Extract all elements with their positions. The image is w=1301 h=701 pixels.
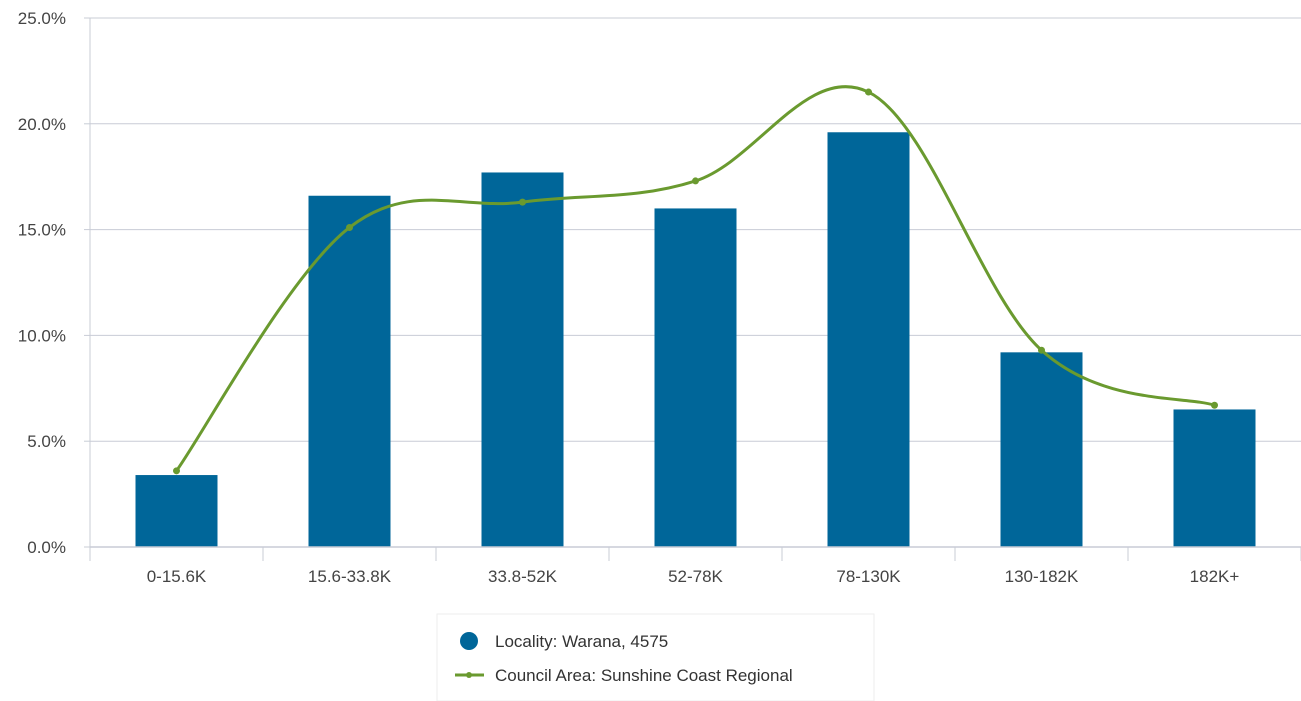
legend-line-label: Council Area: Sunshine Coast Regional [495, 666, 793, 685]
y-tick-label: 20.0% [18, 115, 66, 134]
bar [308, 195, 391, 547]
y-tick-label: 0.0% [27, 538, 66, 557]
bar [827, 132, 910, 547]
y-tick-label: 5.0% [27, 432, 66, 451]
x-tick-label: 182K+ [1190, 567, 1240, 586]
x-tick-label: 0-15.6K [147, 567, 207, 586]
line-point [1211, 401, 1218, 409]
x-tick-label: 130-182K [1005, 567, 1079, 586]
bar-series [135, 132, 1256, 547]
line-series [173, 85, 1218, 475]
line-point [346, 223, 353, 231]
legend-bar-marker [460, 632, 478, 650]
bar [1173, 409, 1256, 547]
y-axis-ticks: 0.0% 5.0% 10.0% 15.0% 20.0% 25.0% [18, 9, 66, 557]
line-point [519, 198, 526, 206]
y-tick-label: 15.0% [18, 221, 66, 240]
x-axis: 0-15.6K 15.6-33.8K 33.8-52K 52-78K 78-130K 13… [89, 546, 1301, 586]
bar [481, 172, 564, 547]
y-tick-label: 25.0% [18, 9, 66, 28]
legend: Locality: Warana, 4575 Council Area: Sun… [436, 613, 875, 701]
line-point [692, 177, 699, 185]
x-tick-label: 78-130K [836, 567, 901, 586]
bar [1000, 352, 1083, 547]
line-point [1038, 346, 1045, 354]
x-tick-label: 33.8-52K [488, 567, 558, 586]
x-tick-label: 52-78K [668, 567, 723, 586]
line-point [865, 88, 872, 96]
legend-bar-label: Locality: Warana, 4575 [495, 632, 668, 651]
y-tick-label: 10.0% [18, 326, 66, 345]
x-tick-label: 15.6-33.8K [308, 567, 392, 586]
legend-box [436, 613, 875, 701]
bar [135, 475, 218, 547]
bar [654, 208, 737, 547]
line-point [173, 467, 180, 475]
legend-line-dot [466, 672, 472, 678]
